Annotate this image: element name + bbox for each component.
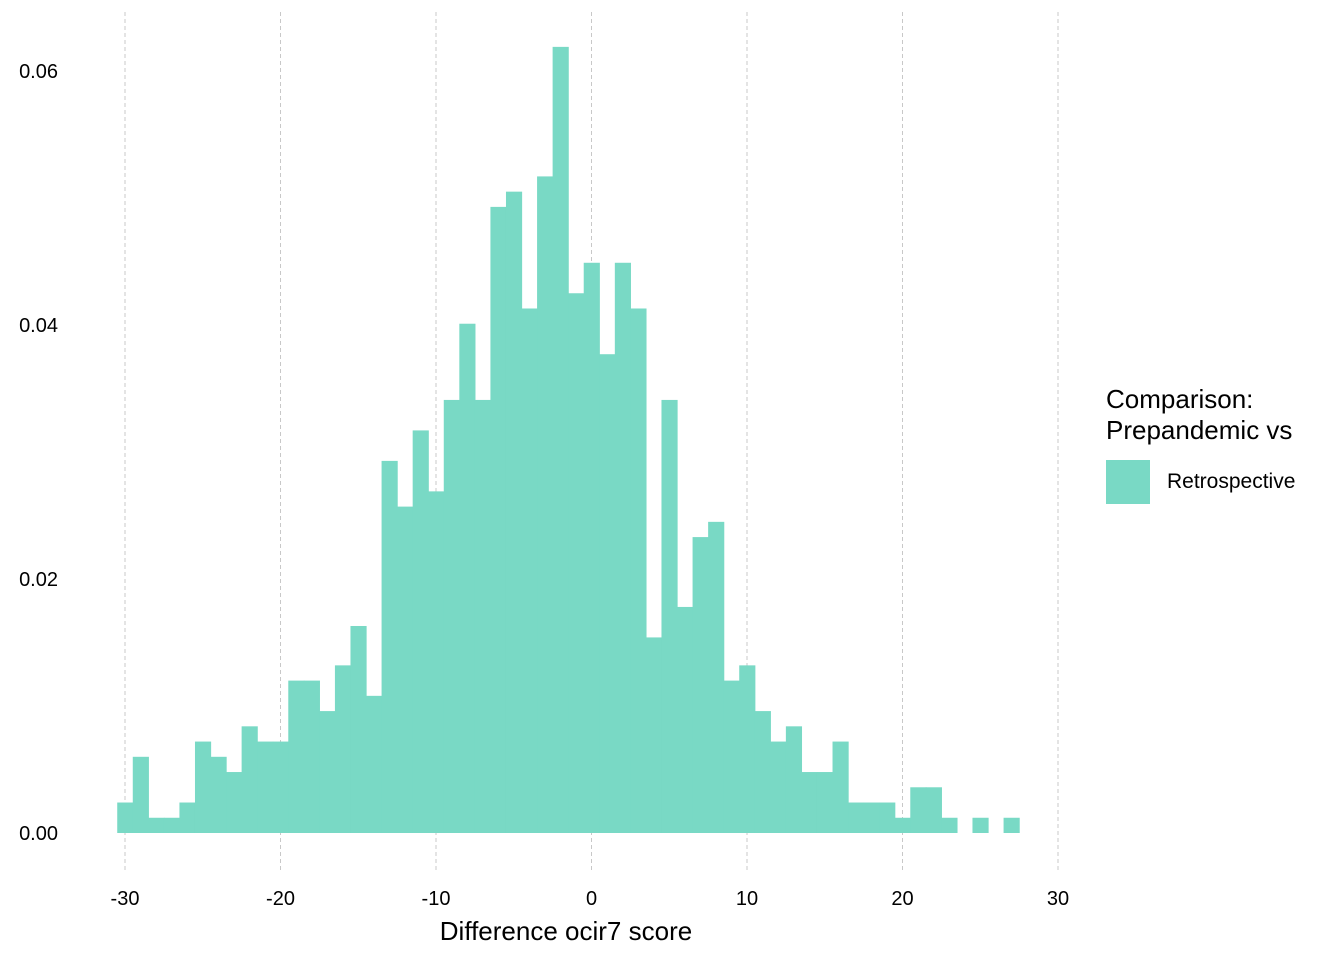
histogram-bar (319, 711, 336, 833)
histogram-bar (910, 787, 927, 833)
y-tick-label: 0.04 (19, 315, 58, 337)
y-axis-tick-labels: 0.00 0.02 0.04 0.06 (19, 61, 58, 845)
x-tick-label: -10 (422, 888, 451, 910)
y-tick-label: 0.06 (19, 61, 58, 83)
histogram-bar (972, 817, 989, 833)
x-axis-title: Difference ocir7 score (440, 916, 692, 946)
legend-title-line: Prepandemic vs (1106, 415, 1293, 445)
histogram-bar (863, 802, 880, 833)
histogram-bar (848, 802, 865, 833)
histogram-bar (490, 206, 507, 833)
histogram-bar (194, 741, 212, 833)
histogram-bar (692, 537, 709, 833)
histogram-bar (801, 772, 818, 833)
x-tick-label: 0 (586, 888, 597, 910)
histogram-bar (226, 772, 243, 833)
histogram-bar (272, 741, 289, 833)
legend-swatch (1106, 460, 1150, 504)
histogram-bar (832, 741, 849, 833)
y-tick-label: 0.00 (19, 823, 58, 845)
histogram-bar (1003, 817, 1020, 833)
histogram-bar (303, 680, 320, 833)
histogram-bar (568, 293, 585, 833)
histogram-bar (754, 711, 771, 833)
histogram-bar (412, 430, 429, 833)
histogram-bar (894, 817, 911, 833)
histogram-bar (505, 191, 523, 833)
x-tick-label: -20 (266, 888, 295, 910)
histogram-bar (770, 741, 787, 833)
histogram-bar (148, 817, 165, 833)
histogram-bar (661, 399, 678, 833)
histogram-bar (552, 46, 569, 834)
histogram-bar (677, 606, 694, 833)
histogram-bar (645, 637, 663, 833)
legend: Comparison: Prepandemic vs Retrospective (1106, 384, 1336, 504)
histogram-bar (583, 262, 600, 833)
histogram-bar (288, 680, 305, 833)
histogram-bar (366, 695, 383, 833)
histogram-bar (334, 665, 352, 833)
histogram-bar (350, 625, 367, 833)
histogram-bar (537, 176, 554, 833)
histogram-bar (723, 680, 740, 833)
histogram-bar (179, 802, 196, 833)
histogram-bar (925, 787, 942, 833)
histogram-bar (739, 665, 756, 833)
histogram-bar (614, 262, 631, 833)
histogram-bar (257, 741, 274, 833)
histogram-bar (459, 323, 476, 833)
x-tick-label: 30 (1047, 888, 1069, 910)
histogram-bar (879, 802, 896, 833)
histogram-bar (474, 399, 492, 833)
histogram-bar (117, 802, 134, 833)
histogram-bar (521, 308, 538, 833)
histogram-bar (210, 756, 227, 833)
x-tick-label: -30 (111, 888, 140, 910)
x-tick-label: 20 (891, 888, 913, 910)
histogram-bar (381, 460, 398, 833)
histogram-bar (599, 354, 616, 833)
histogram-bars (117, 46, 1020, 834)
legend-item-retrospective: Retrospective (1106, 460, 1336, 504)
legend-title-line: Comparison: (1106, 384, 1254, 414)
x-tick-label: 10 (736, 888, 758, 910)
histogram-bar (428, 491, 445, 833)
histogram-bar (816, 772, 834, 833)
histogram-bar (132, 756, 149, 833)
histogram-bar (397, 506, 414, 833)
histogram-bar (443, 399, 460, 833)
legend-label: Retrospective (1167, 470, 1296, 493)
histogram-bar (630, 308, 647, 833)
legend-title: Comparison: Prepandemic vs (1106, 384, 1336, 446)
y-tick-label: 0.02 (19, 569, 58, 591)
vertical-gridlines (124, 12, 1059, 872)
x-axis-tick-labels: -30 -20 -10 0 10 20 30 (111, 888, 1070, 910)
histogram-bar (241, 726, 258, 833)
histogram-bar (941, 817, 958, 833)
histogram-bar (708, 521, 725, 833)
histogram-bar (785, 726, 803, 833)
histogram-bar (163, 817, 181, 833)
